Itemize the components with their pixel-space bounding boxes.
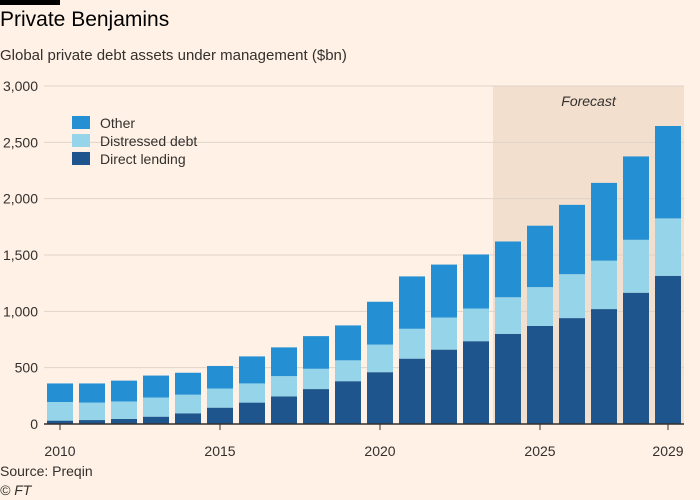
- bar-direct: [47, 420, 73, 424]
- bar-distressed: [271, 376, 297, 397]
- bar-other: [111, 380, 137, 402]
- bar-direct: [207, 407, 233, 424]
- bar-direct: [79, 420, 105, 424]
- bar-direct: [111, 418, 137, 424]
- bar-distressed: [591, 260, 617, 310]
- y-tick-label: 2,000: [3, 191, 38, 207]
- bar-distressed: [143, 397, 169, 417]
- bar-distressed: [399, 328, 425, 359]
- bar-distressed: [655, 218, 681, 276]
- y-tick-label: 2,500: [3, 134, 38, 150]
- ft-top-rule: [0, 0, 60, 5]
- bar-distressed: [495, 297, 521, 334]
- bar-direct: [271, 396, 297, 424]
- bar-direct: [335, 381, 361, 424]
- bar-direct: [143, 416, 169, 424]
- bar-distressed: [335, 360, 361, 382]
- legend-label: Distressed debt: [100, 133, 197, 149]
- y-tick-label: 1,500: [3, 247, 38, 263]
- bar-other: [143, 375, 169, 398]
- bar-direct: [559, 318, 585, 424]
- bar-distressed: [47, 402, 73, 421]
- bar-other: [175, 372, 201, 395]
- bar-distressed: [367, 344, 393, 373]
- bar-distressed: [79, 402, 105, 421]
- y-tick-label: 500: [15, 360, 39, 376]
- x-tick-label: 2020: [364, 443, 395, 459]
- y-tick-label: 3,000: [3, 78, 38, 94]
- bar-other: [463, 254, 489, 309]
- bar-direct: [495, 333, 521, 424]
- bar-direct: [399, 358, 425, 424]
- x-tick-label: 2025: [524, 443, 555, 459]
- bar-direct: [655, 275, 681, 424]
- chart-subtitle: Global private debt assets under managem…: [0, 47, 347, 64]
- bar-distressed: [431, 317, 457, 350]
- bar-distressed: [175, 394, 201, 414]
- x-tick-label: 2015: [204, 443, 235, 459]
- x-tick-label: 2029: [652, 443, 683, 459]
- bar-direct: [303, 389, 329, 424]
- bar-other: [527, 225, 553, 288]
- bar-distressed: [463, 308, 489, 342]
- legend-swatch: [72, 134, 90, 147]
- bar-other: [239, 356, 265, 384]
- legend-label: Other: [100, 115, 135, 131]
- bar-other: [47, 383, 73, 403]
- bar-other: [623, 156, 649, 240]
- bar-other: [591, 182, 617, 261]
- bar-direct: [431, 349, 457, 424]
- bar-other: [207, 365, 233, 389]
- forecast-label: Forecast: [561, 93, 617, 109]
- bar-distressed: [239, 383, 265, 403]
- bar-direct: [527, 325, 553, 424]
- copyright-note: © FT: [0, 482, 32, 498]
- bar-other: [335, 325, 361, 361]
- x-tick-label: 2010: [44, 443, 75, 459]
- y-tick-label: 0: [30, 416, 38, 432]
- bar-direct: [175, 413, 201, 424]
- bar-other: [495, 241, 521, 298]
- bar-other: [559, 204, 585, 275]
- bar-direct: [367, 372, 393, 424]
- bar-distressed: [207, 388, 233, 408]
- bar-distressed: [559, 274, 585, 319]
- legend-label: Direct lending: [100, 151, 186, 167]
- bar-other: [79, 383, 105, 403]
- source-note: Source: Preqin: [0, 463, 93, 479]
- bar-direct: [239, 402, 265, 424]
- legend-swatch: [72, 116, 90, 129]
- bar-direct: [623, 292, 649, 424]
- bar-other: [367, 301, 393, 345]
- bar-distressed: [623, 239, 649, 293]
- bar-other: [303, 336, 329, 369]
- bar-other: [399, 276, 425, 329]
- bar-direct: [463, 341, 489, 424]
- legend-swatch: [72, 152, 90, 165]
- bar-other: [655, 125, 681, 219]
- y-tick-label: 1,000: [3, 303, 38, 319]
- bar-other: [431, 264, 457, 318]
- bar-distressed: [527, 287, 553, 326]
- bar-distressed: [303, 368, 329, 390]
- bar-distressed: [111, 401, 137, 419]
- chart-title: Private Benjamins: [0, 8, 170, 31]
- bar-other: [271, 347, 297, 377]
- bar-direct: [591, 309, 617, 424]
